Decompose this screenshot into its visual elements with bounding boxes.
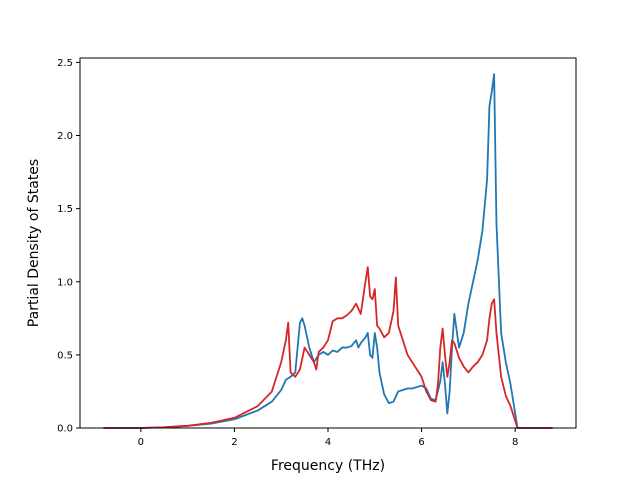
y-tick-label: 1.5: [57, 204, 73, 215]
y-tick-label: 2.0: [57, 131, 73, 142]
x-tick-label: 2: [231, 437, 237, 448]
plot-area: [80, 58, 576, 428]
x-axis-ticks: 0 2 4 6 8: [138, 428, 518, 448]
series-line-1: [103, 73, 553, 429]
y-tick-label: 1.0: [57, 277, 73, 288]
y-tick-label: 0.0: [57, 424, 73, 435]
series-line-2: [103, 266, 553, 429]
series-layer: [103, 73, 553, 429]
x-tick-label: 4: [325, 437, 331, 448]
y-tick-label: 0.5: [57, 350, 73, 361]
y-axis-label: Partial Density of States: [26, 159, 42, 327]
x-axis-label: Frequency (THz): [271, 458, 385, 474]
x-tick-label: 0: [138, 437, 144, 448]
x-tick-label: 8: [512, 437, 518, 448]
x-tick-label: 6: [418, 437, 424, 448]
y-tick-label: 2.5: [57, 58, 73, 69]
y-axis-ticks: 0.0 0.5 1.0 1.5 2.0 2.5: [57, 58, 80, 435]
